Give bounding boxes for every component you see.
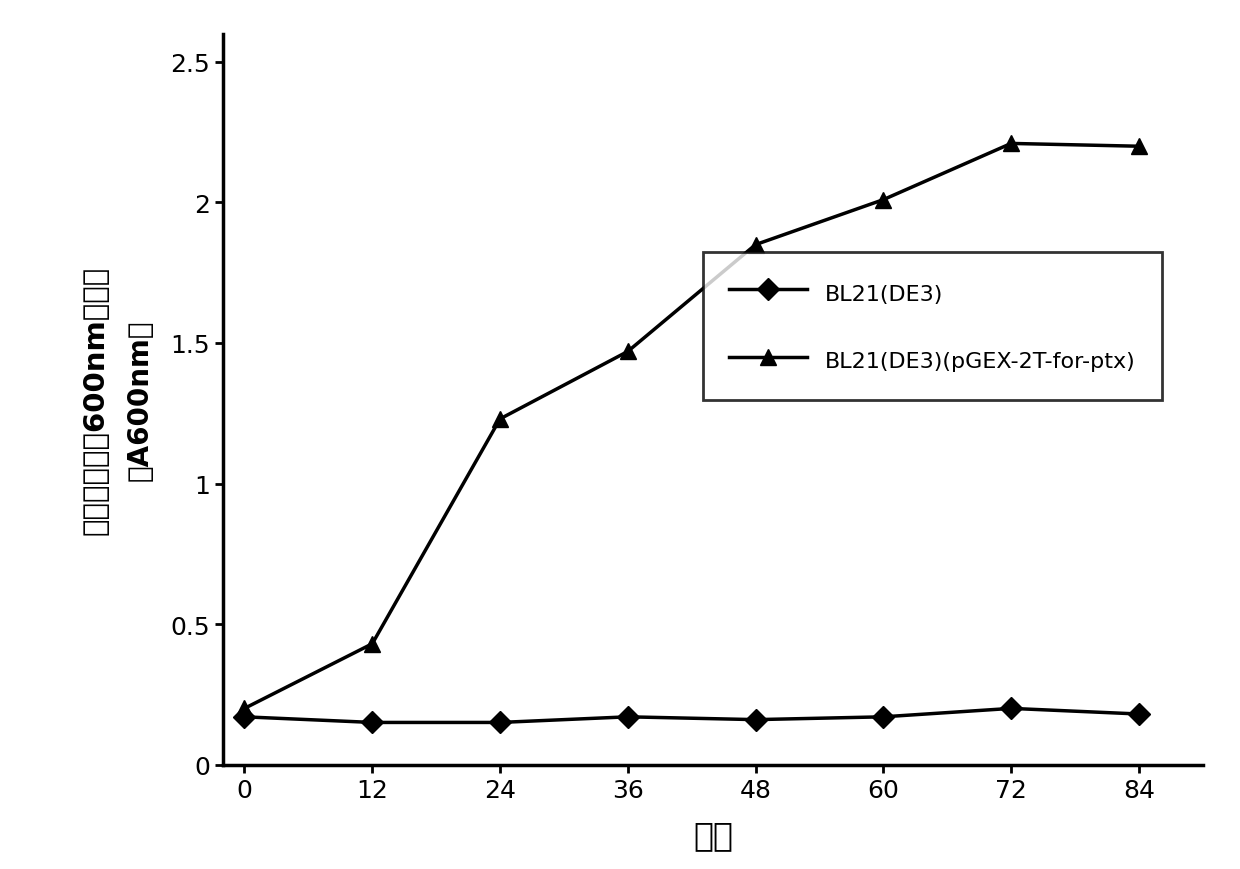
Text: 紫外吸收波长600nm吸收值: 紫外吸收波长600nm吸收值 (82, 265, 110, 534)
BL21(DE3) (237, 712, 252, 722)
X-axis label: 小时: 小时 (693, 819, 733, 852)
BL21(DE3)(pGEX-2T-for-ptx) (492, 415, 507, 425)
BL21(DE3) (492, 718, 507, 728)
BL21(DE3) (1131, 709, 1146, 720)
BL21(DE3)(pGEX-2T-for-ptx) (237, 703, 252, 713)
BL21(DE3)(pGEX-2T-for-ptx) (748, 240, 763, 250)
BL21(DE3)(pGEX-2T-for-ptx) (620, 347, 635, 357)
Line: BL21(DE3): BL21(DE3) (237, 701, 1147, 730)
BL21(DE3)(pGEX-2T-for-ptx) (875, 196, 890, 206)
BL21(DE3)(pGEX-2T-for-ptx) (1003, 139, 1018, 149)
Legend: BL21(DE3), BL21(DE3)(pGEX-2T-for-ptx): BL21(DE3), BL21(DE3)(pGEX-2T-for-ptx) (703, 253, 1162, 401)
BL21(DE3)(pGEX-2T-for-ptx) (365, 639, 379, 649)
Line: BL21(DE3)(pGEX-2T-for-ptx): BL21(DE3)(pGEX-2T-for-ptx) (236, 136, 1147, 717)
BL21(DE3) (620, 712, 635, 722)
BL21(DE3)(pGEX-2T-for-ptx) (1131, 142, 1146, 152)
Text: （A600nm）: （A600nm） (126, 319, 154, 481)
BL21(DE3) (1003, 703, 1018, 713)
BL21(DE3) (365, 718, 379, 728)
BL21(DE3) (748, 714, 763, 725)
BL21(DE3) (875, 712, 890, 722)
